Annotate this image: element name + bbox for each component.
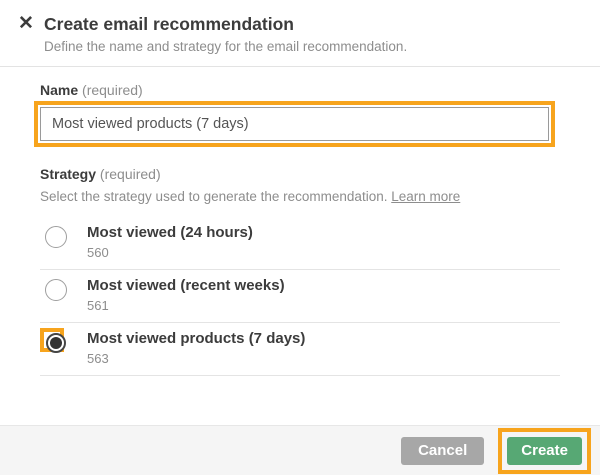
option-label[interactable]: Most viewed (recent weeks) bbox=[87, 277, 285, 294]
create-button[interactable]: Create bbox=[507, 436, 582, 465]
option-label[interactable]: Most viewed products (7 days) bbox=[87, 330, 306, 347]
learn-more-link[interactable]: Learn more bbox=[391, 189, 461, 204]
strategy-label-text: Strategy bbox=[40, 166, 97, 182]
strategy-option-561[interactable]: Most viewed (recent weeks) 561 bbox=[40, 270, 555, 322]
close-icon[interactable]: ✕ bbox=[18, 13, 34, 34]
annotation-highlight-create: Create bbox=[498, 427, 591, 474]
name-required-hint: (required) bbox=[82, 82, 143, 98]
option-label[interactable]: Most viewed (24 hours) bbox=[87, 224, 253, 241]
modal-title: Create email recommendation bbox=[44, 14, 294, 34]
option-id: 560 bbox=[87, 245, 109, 260]
option-id: 561 bbox=[87, 298, 109, 313]
strategy-description-text: Select the strategy used to generate the… bbox=[40, 189, 388, 204]
option-divider bbox=[40, 375, 560, 376]
strategy-description: Select the strategy used to generate the… bbox=[40, 189, 555, 204]
radio-button[interactable] bbox=[45, 226, 67, 248]
name-field-label: Name (required) bbox=[40, 82, 555, 98]
annotation-highlight-name-input bbox=[34, 101, 555, 147]
radio-button[interactable] bbox=[45, 279, 67, 301]
strategy-option-560[interactable]: Most viewed (24 hours) 560 bbox=[40, 217, 555, 269]
modal-body: Name (required) Strategy (required) Sele… bbox=[0, 67, 600, 376]
strategy-option-563[interactable]: Most viewed products (7 days) 563 bbox=[40, 323, 555, 375]
header-divider bbox=[0, 66, 600, 67]
strategy-required-hint: (required) bbox=[99, 166, 161, 182]
modal-subtitle: Define the name and strategy for the ema… bbox=[44, 39, 408, 54]
strategy-field-label: Strategy (required) bbox=[40, 166, 555, 182]
option-id: 563 bbox=[87, 351, 109, 366]
modal-footer: Cancel Create bbox=[0, 425, 600, 475]
cancel-button[interactable]: Cancel bbox=[401, 436, 485, 465]
option-divider bbox=[40, 269, 560, 270]
option-divider bbox=[40, 322, 560, 323]
strategy-options-list: Most viewed (24 hours) 560 Most viewed (… bbox=[40, 217, 560, 376]
radio-button[interactable] bbox=[46, 333, 66, 353]
modal-header: ✕ Create email recommendation Define the… bbox=[0, 0, 600, 66]
name-input[interactable] bbox=[40, 107, 549, 141]
name-label-text: Name bbox=[40, 82, 79, 98]
